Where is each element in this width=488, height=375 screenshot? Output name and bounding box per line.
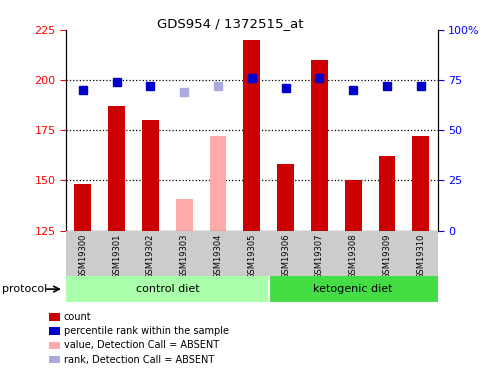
Text: ketogenic diet: ketogenic diet (313, 284, 392, 294)
Text: value, Detection Call = ABSENT: value, Detection Call = ABSENT (63, 340, 218, 350)
Bar (268, 276, 437, 302)
Text: protocol: protocol (2, 285, 48, 294)
Bar (243, 40, 260, 231)
Text: GSM19305: GSM19305 (247, 234, 256, 279)
Bar (176, 198, 192, 231)
Text: GSM19304: GSM19304 (213, 234, 222, 279)
Bar (209, 136, 226, 231)
Text: GDS954 / 1372515_at: GDS954 / 1372515_at (156, 17, 303, 30)
Text: rank, Detection Call = ABSENT: rank, Detection Call = ABSENT (63, 355, 213, 364)
Text: GSM19308: GSM19308 (348, 234, 357, 279)
Text: GSM19309: GSM19309 (382, 234, 391, 279)
Bar (344, 180, 361, 231)
Bar (108, 106, 125, 231)
Bar (142, 120, 159, 231)
Bar (74, 184, 91, 231)
Bar (310, 60, 327, 231)
Text: GSM19303: GSM19303 (180, 234, 188, 279)
Text: GSM19310: GSM19310 (415, 234, 425, 279)
Bar (277, 164, 293, 231)
Text: GSM19301: GSM19301 (112, 234, 121, 279)
Text: percentile rank within the sample: percentile rank within the sample (63, 326, 228, 336)
Text: count: count (63, 312, 91, 322)
Bar (378, 156, 395, 231)
Bar (66, 276, 268, 302)
Text: control diet: control diet (135, 284, 199, 294)
Text: GSM19302: GSM19302 (146, 234, 155, 279)
Bar (411, 136, 428, 231)
Text: GSM19300: GSM19300 (78, 234, 87, 279)
Text: GSM19306: GSM19306 (281, 234, 289, 279)
Text: GSM19307: GSM19307 (314, 234, 323, 279)
